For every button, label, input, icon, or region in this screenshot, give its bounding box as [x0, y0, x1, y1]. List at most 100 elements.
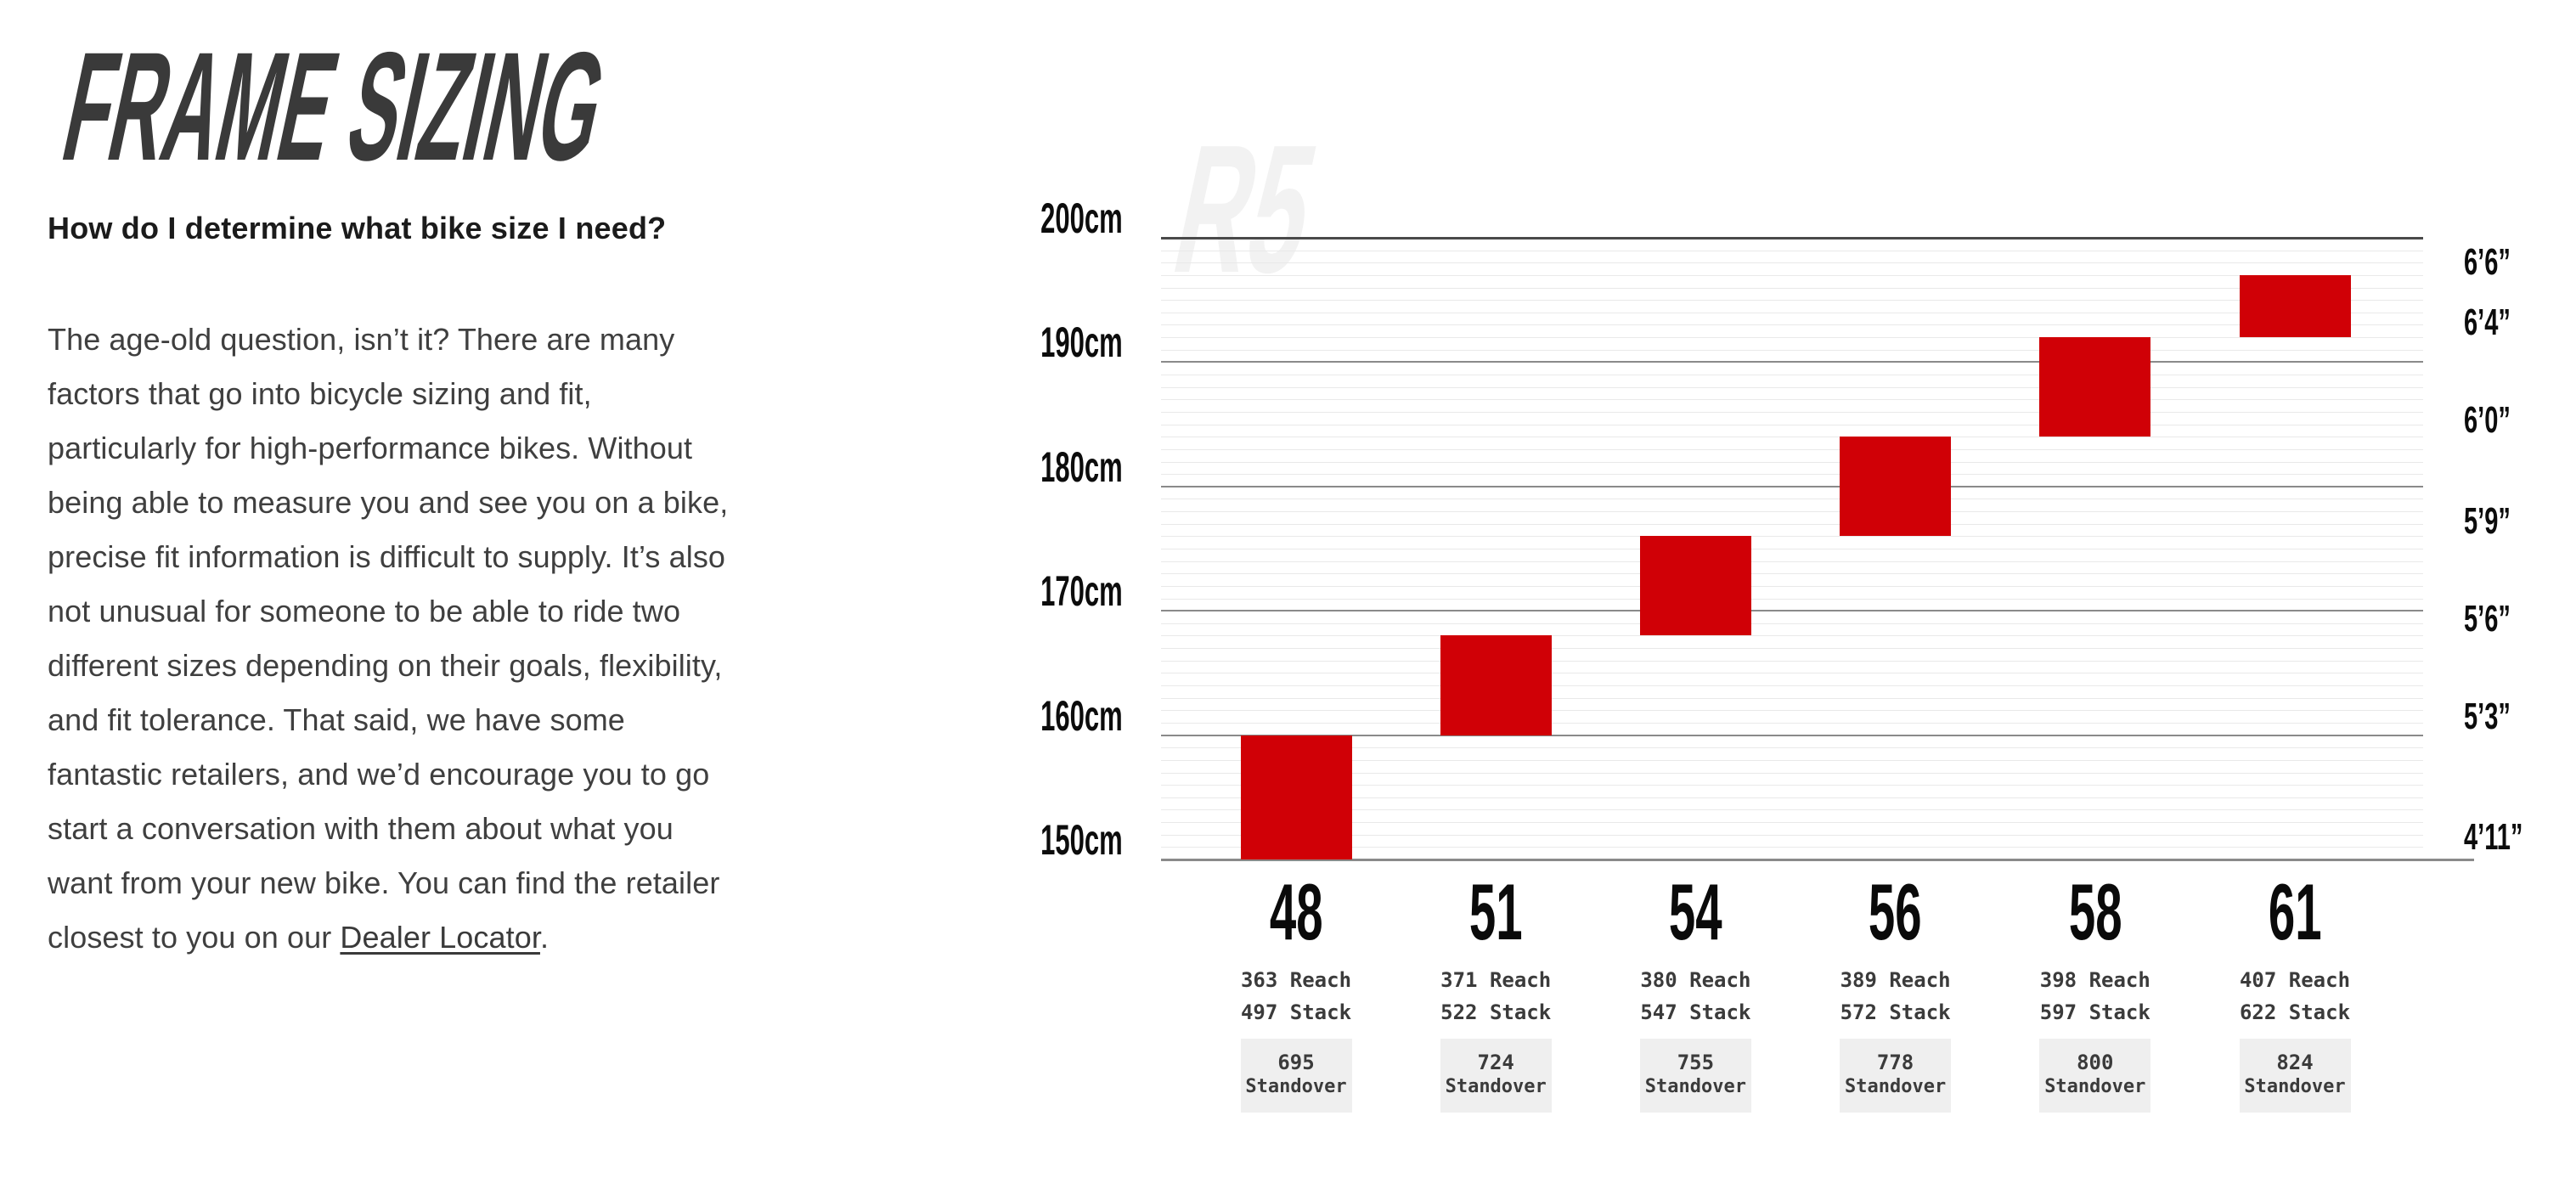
major-gridline [1161, 734, 2423, 736]
size-range-bar-54 [1639, 536, 1751, 636]
paragraph-line: precise fit information is difficult to … [48, 539, 726, 574]
size-label-61: 61 [2184, 872, 2405, 952]
standover-box-58: 800 Standover [2039, 1039, 2151, 1113]
y-axis-label-ftin-text: 5’6” [2464, 598, 2511, 640]
minor-gridline [1161, 648, 2423, 650]
reach-value-48: 363 Reach [1240, 968, 1352, 992]
y-axis-label-cm-text: 150cm [1040, 816, 1123, 864]
minor-gridline [1161, 386, 2423, 388]
minor-gridline [1161, 411, 2423, 413]
size-label-text: 58 [2068, 867, 2122, 956]
dealer-locator-link[interactable]: Dealer Locator [340, 920, 540, 955]
y-axis-label-ftin: 4’11” [2464, 815, 2576, 858]
size-range-bar-61 [2239, 274, 2351, 338]
standover-label: Standover [1644, 1076, 1746, 1097]
reach-value-61: 407 Reach [2239, 968, 2351, 992]
minor-gridline [1161, 747, 2423, 749]
standover-box-56: 778 Standover [1840, 1039, 1952, 1113]
y-axis-label-cm: 150cm [885, 816, 1123, 864]
reach-value-56: 389 Reach [1840, 968, 1951, 992]
minor-gridline [1161, 722, 2423, 724]
stack-value-54: 547 Stack [1640, 1000, 1751, 1024]
standover-box-54: 755 Standover [1639, 1039, 1751, 1113]
minor-gridline [1161, 635, 2423, 637]
y-axis-label-ftin-text: 5’3” [2464, 695, 2511, 737]
minor-gridline [1161, 523, 2423, 525]
minor-gridline [1161, 847, 2423, 848]
y-axis-label-ftin: 6’6” [2464, 244, 2576, 281]
standover-box-51: 724 Standover [1440, 1039, 1552, 1113]
y-axis-label-ftin-text: 6’0” [2464, 399, 2511, 442]
size-label-56: 56 [1785, 872, 2006, 952]
y-axis-label-ftin: 5’9” [2464, 499, 2576, 542]
minor-gridline [1161, 274, 2423, 276]
standover-label: Standover [1445, 1076, 1547, 1097]
page-title: FRAME SIZING [50, 20, 1160, 193]
y-axis-label-cm: 180cm [885, 446, 1123, 488]
standover-value: 778 [1876, 1051, 1914, 1074]
y-axis-label-ftin-text: 4’11” [2464, 815, 2523, 858]
minor-gridline [1161, 287, 2423, 289]
paragraph-line: want from your new bike. You can find th… [48, 865, 720, 900]
size-range-bar-58 [2039, 337, 2151, 437]
standover-box-48: 695 Standover [1240, 1039, 1352, 1113]
minor-gridline [1161, 262, 2423, 264]
y-axis-label-ftin: 5’6” [2464, 600, 2576, 638]
size-range-bar-48 [1240, 735, 1352, 859]
minor-gridline [1161, 834, 2423, 836]
standover-label: Standover [2044, 1076, 2146, 1097]
body-paragraph: The age-old question, isn’t it? There ar… [48, 313, 728, 965]
y-axis-label-cm: 190cm [885, 318, 1123, 367]
minor-gridline [1161, 772, 2423, 774]
major-gridline [1161, 610, 2423, 612]
paragraph-line: particularly for high-performance bikes.… [48, 431, 693, 465]
y-axis-label-ftin-text: 6’4” [2464, 301, 2511, 343]
chart-watermark: R5 [1159, 106, 1395, 311]
minor-gridline [1161, 461, 2423, 463]
size-label-54: 54 [1585, 867, 1806, 956]
minor-gridline [1161, 448, 2423, 450]
minor-gridline [1161, 337, 2423, 339]
y-axis-label-ftin-text: 5’9” [2464, 499, 2511, 542]
standover-value: 724 [1477, 1051, 1514, 1074]
question-heading: How do I determine what bike size I need… [48, 211, 667, 245]
y-axis-label-cm-text: 200cm [1040, 194, 1123, 242]
y-axis-label-cm: 200cm [885, 194, 1123, 242]
y-axis-label-cm-text: 160cm [1040, 691, 1123, 740]
stack-value-48: 497 Stack [1240, 1000, 1352, 1024]
minor-gridline [1161, 623, 2423, 624]
size-label-48: 48 [1186, 867, 1406, 956]
size-label-text: 54 [1669, 867, 1722, 956]
y-axis-label-cm-text: 190cm [1040, 318, 1123, 367]
minor-gridline [1161, 710, 2423, 712]
size-label-text: 48 [1269, 867, 1323, 956]
minor-gridline [1161, 300, 2423, 301]
size-label-58: 58 [1985, 867, 2206, 956]
paragraph-line: and fit tolerance. That said, we have so… [48, 702, 625, 737]
minor-gridline [1161, 399, 2423, 401]
standover-label: Standover [1844, 1076, 1947, 1097]
paragraph-line: being able to measure you and see you on… [48, 485, 729, 520]
page-title-text: FRAME SIZING [50, 20, 620, 193]
stack-value-58: 597 Stack [2039, 1000, 2150, 1024]
paragraph-line: fantastic retailers, and we’d encourage … [48, 757, 710, 792]
y-axis-label-ftin: 5’3” [2464, 695, 2576, 737]
standover-value: 824 [2276, 1051, 2314, 1074]
standover-value: 800 [2077, 1051, 2114, 1074]
stack-value-56: 572 Stack [1840, 1000, 1951, 1024]
y-axis-label-cm-text: 170cm [1040, 567, 1123, 616]
minor-gridline [1161, 585, 2423, 587]
size-label-text: 51 [1468, 867, 1523, 956]
minor-gridline [1161, 511, 2423, 513]
minor-gridline [1161, 809, 2423, 811]
paragraph-line: closest to you on our Dealer Locator. [48, 910, 728, 965]
minor-gridline [1161, 598, 2423, 600]
minor-gridline [1161, 685, 2423, 687]
minor-gridline [1161, 759, 2423, 761]
stack-value-61: 622 Stack [2239, 1000, 2351, 1024]
minor-gridline [1161, 785, 2423, 786]
size-range-bar-56 [1840, 437, 1952, 537]
y-axis-label-ftin-text: 6’6” [2464, 241, 2511, 284]
standover-box-61: 824 Standover [2239, 1039, 2351, 1113]
minor-gridline [1161, 573, 2423, 575]
